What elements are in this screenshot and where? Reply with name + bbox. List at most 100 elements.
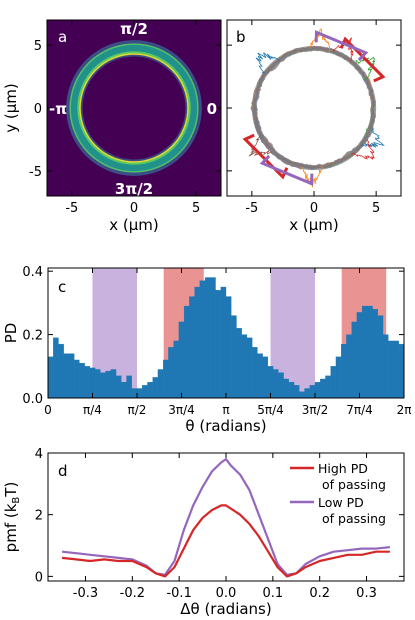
bar bbox=[314, 381, 321, 399]
ring-inner-band bbox=[77, 51, 191, 165]
x-axis-label-c: θ (radians) bbox=[185, 417, 266, 435]
panel-d: -0.3 -0.2 -0.1 0.0 0.1 0.2 0.3 0 2 4 d Δθ (radian… bbox=[2, 447, 405, 618]
y-tick-label-c: 0.0 bbox=[22, 392, 43, 407]
legend-label: Low PD bbox=[318, 495, 364, 510]
x-tick-label-c: π bbox=[222, 403, 229, 417]
bar bbox=[225, 296, 232, 399]
series-line bbox=[61, 458, 391, 576]
x-tick-label-d: -0.2 bbox=[120, 586, 145, 601]
x-tick-label-c: π/4 bbox=[83, 403, 102, 417]
panel-c: 0.0 0.2 0.4 0 π/4 π/2 3π/4 π 5π/4 3π/2 7π/4 2π c θ … bbox=[2, 265, 411, 435]
x-tick-label-b: 0 bbox=[310, 201, 318, 216]
region-bracket bbox=[314, 30, 369, 62]
ring-inner-edge bbox=[79, 53, 189, 163]
region-bracket bbox=[259, 154, 314, 186]
bar bbox=[178, 321, 185, 399]
panel-label-c: c bbox=[58, 278, 66, 296]
bar bbox=[309, 385, 316, 399]
bar bbox=[84, 366, 91, 399]
bar bbox=[183, 305, 190, 399]
bar bbox=[63, 353, 70, 399]
heatmap-area bbox=[47, 20, 221, 196]
angle-label-left: -π bbox=[49, 100, 67, 118]
x-tick-label-c: 5π/4 bbox=[257, 403, 284, 417]
bar bbox=[105, 370, 111, 399]
bar bbox=[142, 385, 148, 399]
angle-label-right: 0 bbox=[207, 100, 217, 118]
trajectory-excursion bbox=[333, 37, 354, 62]
bar bbox=[283, 378, 289, 399]
x-tick-label-a: 0 bbox=[130, 201, 138, 216]
bar bbox=[262, 356, 269, 399]
x-axis-label-d: Δθ (radians) bbox=[180, 600, 271, 618]
trajectory-excursion bbox=[308, 28, 331, 52]
bar bbox=[398, 343, 405, 399]
bar bbox=[278, 372, 284, 399]
series-line bbox=[61, 504, 390, 578]
y-axis-label-a: y (µm) bbox=[2, 83, 20, 133]
x-tick-label-a: 5 bbox=[192, 201, 200, 216]
y-tick-label-d: 0 bbox=[35, 570, 43, 585]
y-tick-label-d: 2 bbox=[35, 509, 43, 524]
x-tick-label-b: -5 bbox=[245, 201, 258, 216]
bar bbox=[241, 334, 248, 399]
trajectory-excursion bbox=[355, 56, 376, 80]
x-tick-label-d: 0.2 bbox=[309, 586, 330, 601]
bar bbox=[252, 347, 258, 399]
trajectory-dense-ring bbox=[251, 45, 377, 171]
bar bbox=[377, 315, 384, 399]
bar bbox=[335, 356, 342, 399]
bar bbox=[173, 340, 180, 399]
bar bbox=[58, 343, 64, 399]
trajectories bbox=[248, 28, 385, 188]
panel-b: -5 0 5 b x (µm) bbox=[226, 19, 402, 234]
bar bbox=[157, 369, 164, 399]
bar bbox=[393, 340, 399, 399]
bar bbox=[361, 305, 368, 399]
ring-outer-band bbox=[69, 43, 199, 173]
bar bbox=[131, 388, 138, 399]
legend-label: of passing bbox=[322, 511, 386, 526]
bar bbox=[304, 388, 310, 399]
bar bbox=[293, 385, 300, 399]
bar bbox=[299, 391, 305, 399]
bar bbox=[110, 369, 117, 399]
x-tick-label-c: 7π/4 bbox=[346, 403, 373, 417]
bar bbox=[168, 347, 174, 399]
bar bbox=[136, 388, 143, 399]
bar bbox=[147, 381, 153, 399]
bar bbox=[231, 315, 237, 399]
bar bbox=[367, 305, 373, 399]
bar bbox=[246, 337, 253, 399]
x-tick-label-b: 5 bbox=[372, 201, 380, 216]
bar bbox=[346, 334, 352, 399]
bar bbox=[372, 309, 378, 399]
bar bbox=[382, 334, 389, 399]
x-tick-label-d: -0.3 bbox=[73, 586, 98, 601]
trajectory-excursion bbox=[255, 52, 281, 74]
trajectory-excursion bbox=[248, 134, 272, 157]
x-tick-label-c: π/2 bbox=[128, 403, 147, 417]
bar bbox=[94, 369, 101, 399]
x-tick-label-c: 3π/4 bbox=[168, 403, 195, 417]
bar bbox=[74, 359, 80, 399]
panel-a: -5 0 5 -5 0 5 a π/2 -π 0 3π/2 x (µm) y (µm) bbox=[2, 19, 222, 234]
x-tick-label-d: 0.0 bbox=[216, 586, 237, 601]
bar bbox=[204, 277, 211, 399]
x-tick-label-d: -0.1 bbox=[166, 586, 191, 601]
y-tick-label-c: 0.2 bbox=[22, 329, 43, 344]
bar bbox=[215, 290, 221, 399]
bar bbox=[53, 337, 59, 399]
region-markers bbox=[242, 30, 386, 186]
y-tick-label-a: 5 bbox=[34, 39, 42, 54]
bar bbox=[47, 356, 54, 399]
bar bbox=[152, 377, 159, 399]
x-tick-label-d: 0.1 bbox=[262, 586, 283, 601]
x-tick-label-c: 3π/2 bbox=[302, 403, 329, 417]
y-tick-label-a: -5 bbox=[29, 165, 42, 180]
angle-label-bottom: 3π/2 bbox=[115, 180, 153, 198]
ring-outer-edge bbox=[66, 40, 202, 176]
x-axis-label-b: x (µm) bbox=[289, 216, 339, 234]
x-tick-label-a: -5 bbox=[65, 201, 78, 216]
